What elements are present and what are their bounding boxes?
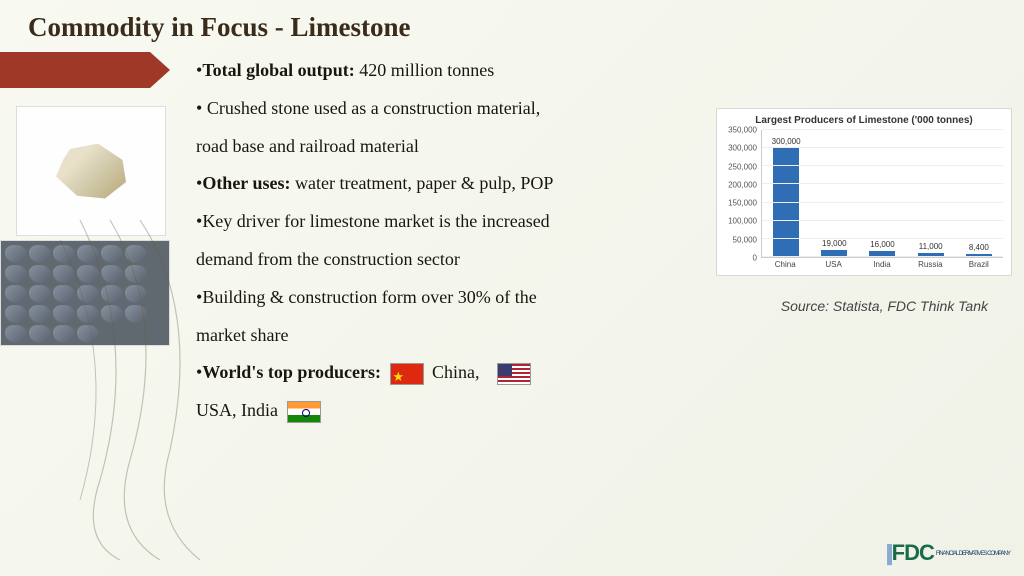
chart-plot: 300,00019,00016,00011,0008,400	[761, 130, 1003, 258]
usa-flag-icon	[497, 363, 531, 385]
bullet-6: •World's top producers: China, USA, Indi…	[196, 354, 576, 430]
chart-xaxis: ChinaUSAIndiaRussiaBrazil	[725, 260, 1003, 269]
accent-arrow	[0, 52, 170, 88]
slide-title: Commodity in Focus - Limestone	[28, 12, 410, 43]
bullet-list: •Total global output: 420 million tonnes…	[196, 52, 576, 430]
chart-yaxis: 050,000100,000150,000200,000250,000300,0…	[725, 130, 761, 258]
chart-source: Source: Statista, FDC Think Tank	[781, 298, 988, 314]
limestone-rock-image	[16, 106, 166, 236]
china-flag-icon	[390, 363, 424, 385]
bullet-5: •Building & construction form over 30% o…	[196, 279, 576, 355]
bullet-1: •Total global output: 420 million tonnes	[196, 52, 576, 90]
crushed-stone-image	[0, 240, 170, 346]
chart-title: Largest Producers of Limestone ('000 ton…	[725, 115, 1003, 126]
india-flag-icon	[287, 401, 321, 423]
bullet-4: •Key driver for limestone market is the …	[196, 203, 576, 279]
bullet-2: • Crushed stone used as a construction m…	[196, 90, 576, 166]
bullet-3: •Other uses: water treatment, paper & pu…	[196, 165, 576, 203]
fdc-logo: ||FDCFINANCIAL DERIVATIVES COMPANY	[885, 540, 1010, 566]
producers-chart: Largest Producers of Limestone ('000 ton…	[716, 108, 1012, 276]
